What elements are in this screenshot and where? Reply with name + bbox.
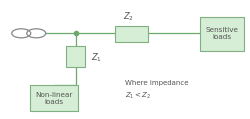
Text: $Z_1 < Z_2$: $Z_1 < Z_2$: [125, 91, 151, 102]
Text: Where impedance: Where impedance: [125, 80, 188, 86]
FancyBboxPatch shape: [115, 26, 148, 42]
Text: $Z_2$: $Z_2$: [123, 11, 134, 23]
FancyBboxPatch shape: [200, 17, 244, 51]
FancyBboxPatch shape: [66, 46, 85, 67]
Text: Sensitive
loads: Sensitive loads: [206, 27, 238, 40]
Text: $Z_1$: $Z_1$: [91, 51, 102, 64]
FancyBboxPatch shape: [30, 85, 78, 111]
Text: Non-linear
loads: Non-linear loads: [35, 92, 72, 105]
